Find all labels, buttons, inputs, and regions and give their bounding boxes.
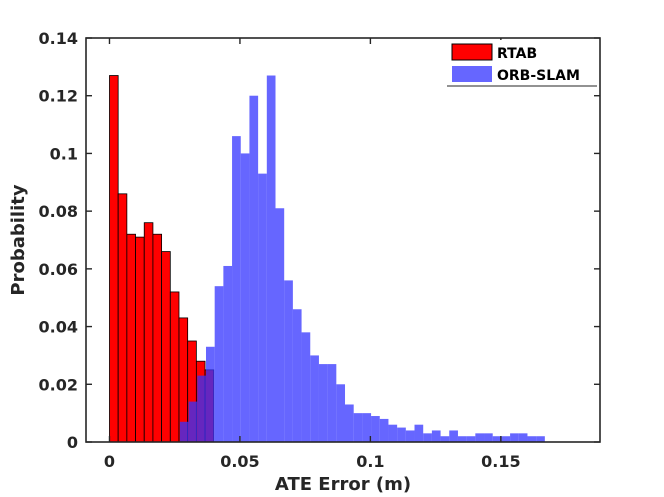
histogram-bar-orb-slam bbox=[388, 424, 398, 442]
plot-frame bbox=[85, 37, 601, 443]
histogram-bar-orb-slam bbox=[266, 75, 276, 442]
axes-layer bbox=[85, 37, 601, 443]
histogram-bar-orb-slam bbox=[423, 433, 432, 442]
histogram-bar-orb-slam bbox=[475, 433, 485, 442]
histogram-bar-orb-slam bbox=[232, 136, 241, 442]
histogram-bar-orb-slam bbox=[405, 430, 415, 442]
histogram-bar-rtab bbox=[152, 233, 163, 443]
histogram-bar-orb-slam bbox=[327, 364, 337, 442]
y-axis-label: Probability bbox=[8, 184, 29, 295]
histogram-bar-orb-slam bbox=[197, 375, 206, 442]
histogram-bar-orb-slam bbox=[518, 433, 528, 442]
histogram-bar-orb-slam bbox=[397, 427, 406, 442]
histogram-bar-rtab bbox=[109, 75, 119, 443]
x-tick-label: 0.1 bbox=[356, 452, 384, 471]
histogram-bar-orb-slam bbox=[188, 401, 198, 442]
histogram-bar-orb-slam bbox=[345, 404, 354, 442]
histogram-bar-orb-slam bbox=[240, 153, 250, 442]
histogram-bar-orb-slam bbox=[249, 95, 259, 442]
histogram-bar-orb-slam bbox=[484, 433, 493, 442]
legend-swatch-rtab bbox=[451, 43, 493, 61]
legend-label: RTAB bbox=[497, 46, 537, 62]
histogram-bar-orb-slam bbox=[379, 418, 389, 442]
x-tick-label: 0.15 bbox=[481, 452, 520, 471]
histogram-bar-orb-slam bbox=[223, 265, 233, 442]
histogram-bar-orb-slam bbox=[449, 430, 458, 442]
y-tick-label: 0 bbox=[67, 433, 78, 452]
histogram-bar-rtab bbox=[143, 222, 154, 443]
histogram-bar-orb-slam bbox=[301, 332, 311, 442]
histogram-bar-orb-slam bbox=[431, 430, 441, 442]
histogram-bar-orb-slam bbox=[179, 421, 189, 442]
histogram-bar-rtab bbox=[135, 236, 145, 443]
y-tick-label: 0.02 bbox=[39, 375, 78, 394]
histogram-bar-orb-slam bbox=[414, 424, 424, 442]
histogram-bar-orb-slam bbox=[310, 355, 319, 442]
histogram-bar-orb-slam bbox=[536, 436, 545, 442]
y-tick-label: 0.08 bbox=[39, 202, 78, 221]
histogram-bar-orb-slam bbox=[501, 436, 511, 442]
x-tick-label: 0.05 bbox=[220, 452, 259, 471]
x-tick-label: 0 bbox=[104, 452, 115, 471]
histogram-bar-orb-slam bbox=[353, 413, 363, 442]
histogram-bar-orb-slam bbox=[440, 436, 450, 442]
y-tick-label: 0.1 bbox=[50, 144, 78, 163]
histogram-bar-rtab bbox=[169, 291, 180, 443]
histogram-bar-orb-slam bbox=[318, 364, 328, 442]
histogram-bar-orb-slam bbox=[510, 433, 519, 442]
histogram-bar-orb-slam bbox=[292, 309, 302, 442]
histogram-bar-orb-slam bbox=[527, 436, 537, 442]
histogram-bar-orb-slam bbox=[205, 346, 215, 442]
histogram-bar-orb-slam bbox=[258, 173, 267, 442]
y-tick-label: 0.04 bbox=[39, 318, 78, 337]
histogram-bar-rtab bbox=[126, 233, 136, 443]
histogram-bar-rtab bbox=[161, 251, 171, 443]
histogram-bar-orb-slam bbox=[492, 436, 502, 442]
histogram-bar-orb-slam bbox=[466, 436, 476, 442]
histogram-bar-orb-slam bbox=[284, 280, 293, 442]
histogram-bar-orb-slam bbox=[275, 208, 285, 442]
ticks-layer: 0 0.02 0.04 0.06 0.08 0.1 0.12 0.14 0 0.05 0.1 0.15 bbox=[39, 29, 600, 471]
x-axis-label: ATE Error (m) bbox=[275, 474, 411, 495]
histogram-bar-rtab bbox=[117, 193, 128, 443]
legend-swatch-orb-slam bbox=[452, 66, 492, 82]
y-tick-label: 0.14 bbox=[39, 29, 78, 48]
histogram-bar-orb-slam bbox=[457, 436, 467, 442]
histogram-bar-orb-slam bbox=[214, 286, 224, 442]
histogram-bar-orb-slam bbox=[371, 416, 380, 442]
histogram-bar-orb-slam bbox=[362, 413, 372, 442]
y-tick-label: 0.12 bbox=[39, 87, 78, 106]
histogram-bar-orb-slam bbox=[336, 384, 346, 442]
legend-label: ORB-SLAM bbox=[497, 68, 580, 84]
legend: RTAB ORB-SLAM bbox=[447, 40, 597, 87]
y-tick-label: 0.06 bbox=[39, 260, 78, 279]
